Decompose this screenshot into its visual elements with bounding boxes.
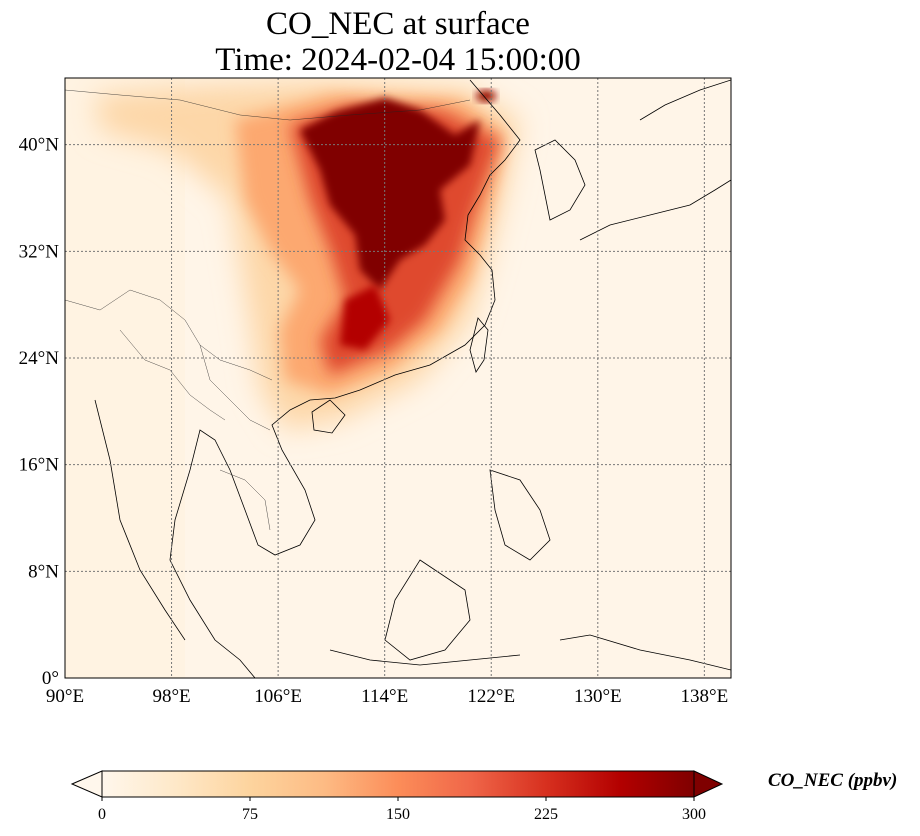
lon-tick-label: 106°E bbox=[254, 686, 302, 707]
lat-tick-label: 16°N bbox=[19, 455, 60, 476]
plume-core bbox=[300, 98, 480, 290]
coastlines bbox=[94, 79, 731, 678]
lat-tick-label: 0° bbox=[42, 668, 59, 689]
plume-core-south bbox=[340, 285, 390, 350]
lat-tick-label: 32°N bbox=[19, 241, 60, 262]
country-borders bbox=[65, 89, 471, 531]
lon-tick-label: 130°E bbox=[574, 686, 622, 707]
west-tint bbox=[65, 78, 185, 678]
longitude-tick-labels: 90°E 98°E 106°E 114°E 122°E 130°E 138°E bbox=[46, 686, 728, 707]
colorbar-tick-label: 225 bbox=[534, 806, 558, 823]
colorbar-gradient bbox=[101, 770, 695, 798]
concentration-field bbox=[65, 78, 731, 678]
latitude-tick-labels: 0° 8°N 16°N 24°N 32°N 40°N bbox=[19, 135, 60, 689]
lon-tick-label: 98°E bbox=[152, 686, 190, 707]
lon-tick-label: 122°E bbox=[467, 686, 515, 707]
colorbar-tick-label: 0 bbox=[98, 806, 106, 823]
lon-tick-label: 90°E bbox=[46, 686, 84, 707]
colorbar-extend-max bbox=[693, 770, 724, 798]
lon-tick-label: 138°E bbox=[681, 686, 729, 707]
colorbar-tick-label: 75 bbox=[242, 806, 258, 823]
map-title: CO_NEC at surface bbox=[266, 6, 530, 42]
colorbar-extend-min bbox=[70, 770, 103, 798]
colorbar-tick-label: 150 bbox=[386, 806, 410, 823]
colorbar-label: CO_NEC (ppbv) bbox=[768, 770, 898, 791]
lon-tick-label: 114°E bbox=[361, 686, 408, 707]
lat-tick-label: 24°N bbox=[19, 348, 60, 369]
colorbar-tick-label: 300 bbox=[682, 806, 706, 823]
map-frame bbox=[64, 77, 732, 679]
plume-spot-north bbox=[476, 90, 496, 102]
lat-tick-label: 8°N bbox=[28, 561, 59, 582]
colorbar-ticks: 0 75 150 225 300 bbox=[98, 797, 706, 823]
gridlines bbox=[65, 78, 731, 678]
colorbar: 0 75 150 225 300 bbox=[70, 770, 724, 823]
map-time-subtitle: Time: 2024-02-04 15:00:00 bbox=[215, 42, 581, 78]
lat-tick-label: 40°N bbox=[19, 135, 60, 156]
